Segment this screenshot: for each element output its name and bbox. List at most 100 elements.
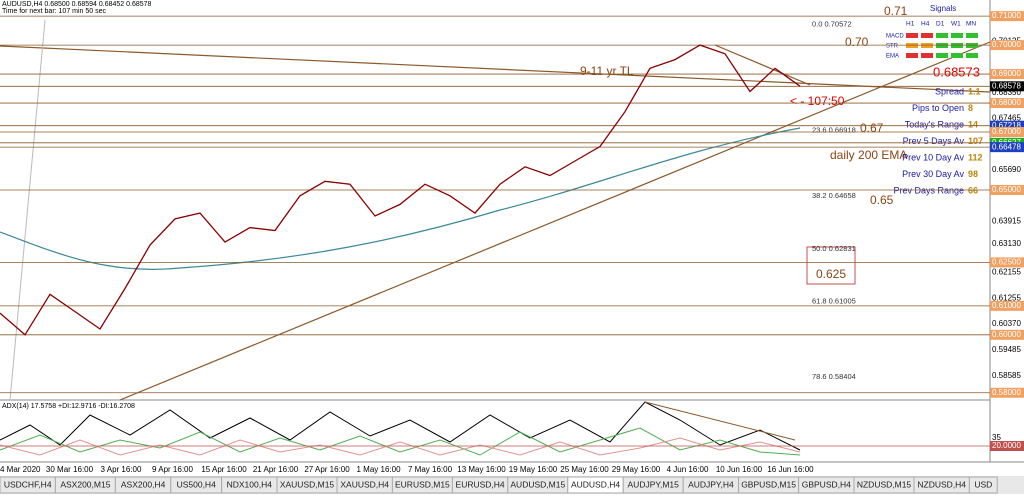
signal-cell — [936, 33, 948, 38]
trend-line — [9, 19, 46, 401]
signal-col: W1 — [951, 21, 961, 28]
tab-label: NDX100,H4 — [227, 479, 273, 489]
tab-label: AUDJPY,M15 — [628, 479, 680, 489]
adx-tick: 20.0000 — [992, 441, 1021, 450]
symbol-info: AUDUSD,H4 0.68500 0.68594 0.68452 0.6857… — [2, 1, 152, 8]
tab[interactable] — [968, 476, 998, 494]
price-tick: 0.61255 — [992, 294, 1021, 303]
signal-row: STR — [886, 44, 899, 50]
annotation: < - 107:50 — [790, 94, 845, 108]
trend-line — [644, 401, 796, 441]
tab-label: EURUSD,H4 — [456, 479, 505, 489]
tab-label: XAUUSD,M15 — [280, 479, 335, 489]
annotation: 0.70 — [845, 35, 869, 49]
signal-cell — [921, 33, 933, 38]
fib-label: 61.8 0.61005 — [812, 297, 856, 306]
price-tick: 0.60000 — [992, 330, 1021, 339]
annotation: 0.625 — [816, 267, 846, 281]
price-tick: 0.59485 — [992, 345, 1021, 354]
tab-label: USD — [974, 479, 992, 489]
info-label: Prev 30 Day Av — [902, 169, 964, 179]
tab-label: GBPUSD,H4 — [802, 479, 851, 489]
price-line — [0, 44, 801, 336]
fib-label: 0.0 0.70572 — [812, 20, 852, 29]
signal-col: H4 — [921, 21, 930, 28]
time-tick: 10 Jun 16:00 — [716, 465, 763, 474]
time-tick: 9 Apr 16:00 — [152, 465, 193, 474]
price-tick: 0.65690 — [992, 165, 1021, 174]
plus-di — [0, 427, 801, 456]
price-tick: 0.63915 — [992, 217, 1021, 226]
price-tick: 0.68350 — [992, 88, 1021, 97]
tab-label: NZDUSD,M15 — [857, 479, 912, 489]
fib-label: 78.6 0.58404 — [812, 372, 856, 381]
tick-box — [990, 69, 1024, 80]
time-tick: 19 May 16:00 — [509, 465, 558, 474]
minus-di — [0, 437, 801, 456]
ema-200 — [0, 127, 801, 271]
price-tick: 0.68578 — [992, 81, 1021, 90]
time-tick: 15 Apr 16:00 — [201, 465, 247, 474]
signal-col: D1 — [936, 21, 945, 28]
tab-label: AUDUSD,M15 — [510, 479, 565, 489]
adx-line — [0, 401, 801, 451]
time-tick: 27 Apr 16:00 — [304, 465, 350, 474]
annotation: 0.71 — [884, 4, 908, 18]
adx-tick-box — [990, 441, 1024, 451]
tick-box — [990, 300, 1024, 311]
tab-label: GBPUSD,M15 — [741, 479, 796, 489]
adx-tick: 35 — [992, 433, 1001, 442]
tick-box — [990, 81, 1024, 92]
time-tick: 24 Mar 2020 — [0, 465, 41, 474]
signal-cell — [951, 53, 963, 58]
info-value: 66 — [968, 185, 978, 195]
tab-label: NZDUSD,H4 — [917, 479, 966, 489]
fib-label: 38.2 0.64658 — [812, 191, 856, 200]
signal-cell — [951, 33, 963, 38]
signal-col: MN — [966, 21, 976, 28]
info-value: 98 — [968, 169, 978, 179]
time-tick: 7 May 16:00 — [408, 465, 453, 474]
info-value: 107 — [968, 136, 983, 146]
price-tick: 0.68000 — [992, 98, 1021, 107]
price-tick: 0.70000 — [992, 40, 1021, 49]
annotation: 0.65 — [870, 193, 894, 207]
info-value: 8 — [968, 103, 973, 113]
time-tick: 4 Jun 16:00 — [667, 465, 709, 474]
price-tick: 0.65000 — [992, 185, 1021, 194]
price-tick: 0.67465 — [992, 114, 1021, 123]
tab-label: EURUSD,M15 — [395, 479, 450, 489]
info-label: Prev Days Range — [893, 185, 964, 195]
info-label: Spread — [935, 86, 964, 96]
price-tick: 0.58000 — [992, 388, 1021, 397]
tick-box — [990, 329, 1024, 340]
tab-label: XAUUSD,H4 — [340, 479, 389, 489]
price-tick: 0.60370 — [992, 319, 1021, 328]
time-tick: 3 Apr 16:00 — [101, 465, 142, 474]
price-tick: 0.63130 — [992, 239, 1021, 248]
price-tick: 0.61000 — [992, 301, 1021, 310]
tick-box — [990, 127, 1024, 138]
tick-box — [990, 257, 1024, 268]
price-tick: 0.66478 — [992, 142, 1021, 151]
time-tick: 13 May 16:00 — [457, 465, 506, 474]
time-tick: 30 Mar 16:00 — [46, 465, 94, 474]
tick-box — [990, 184, 1024, 195]
bar-timer: Time for next bar: 107 min 50 sec — [2, 8, 107, 15]
signal-cell — [966, 33, 978, 38]
tick-box — [990, 120, 1024, 131]
tab-label: US500,H4 — [177, 479, 216, 489]
time-tick: 25 May 16:00 — [560, 465, 609, 474]
tab-label: AUDJPY,H4 — [688, 479, 734, 489]
signal-cell — [936, 53, 948, 58]
time-tick: 1 May 16:00 — [356, 465, 401, 474]
tab-label: USDCHF,H4 — [4, 479, 52, 489]
time-tick: 21 Apr 16:00 — [253, 465, 299, 474]
price-tick: 0.62155 — [992, 267, 1021, 276]
trend-line — [0, 45, 991, 93]
trend-line — [714, 44, 811, 86]
price-tick: 0.69000 — [992, 69, 1021, 78]
fib-label: 23.6 0.66918 — [812, 125, 856, 134]
info-label: Prev 10 Day Av — [902, 152, 964, 162]
info-value: 112 — [968, 152, 983, 162]
